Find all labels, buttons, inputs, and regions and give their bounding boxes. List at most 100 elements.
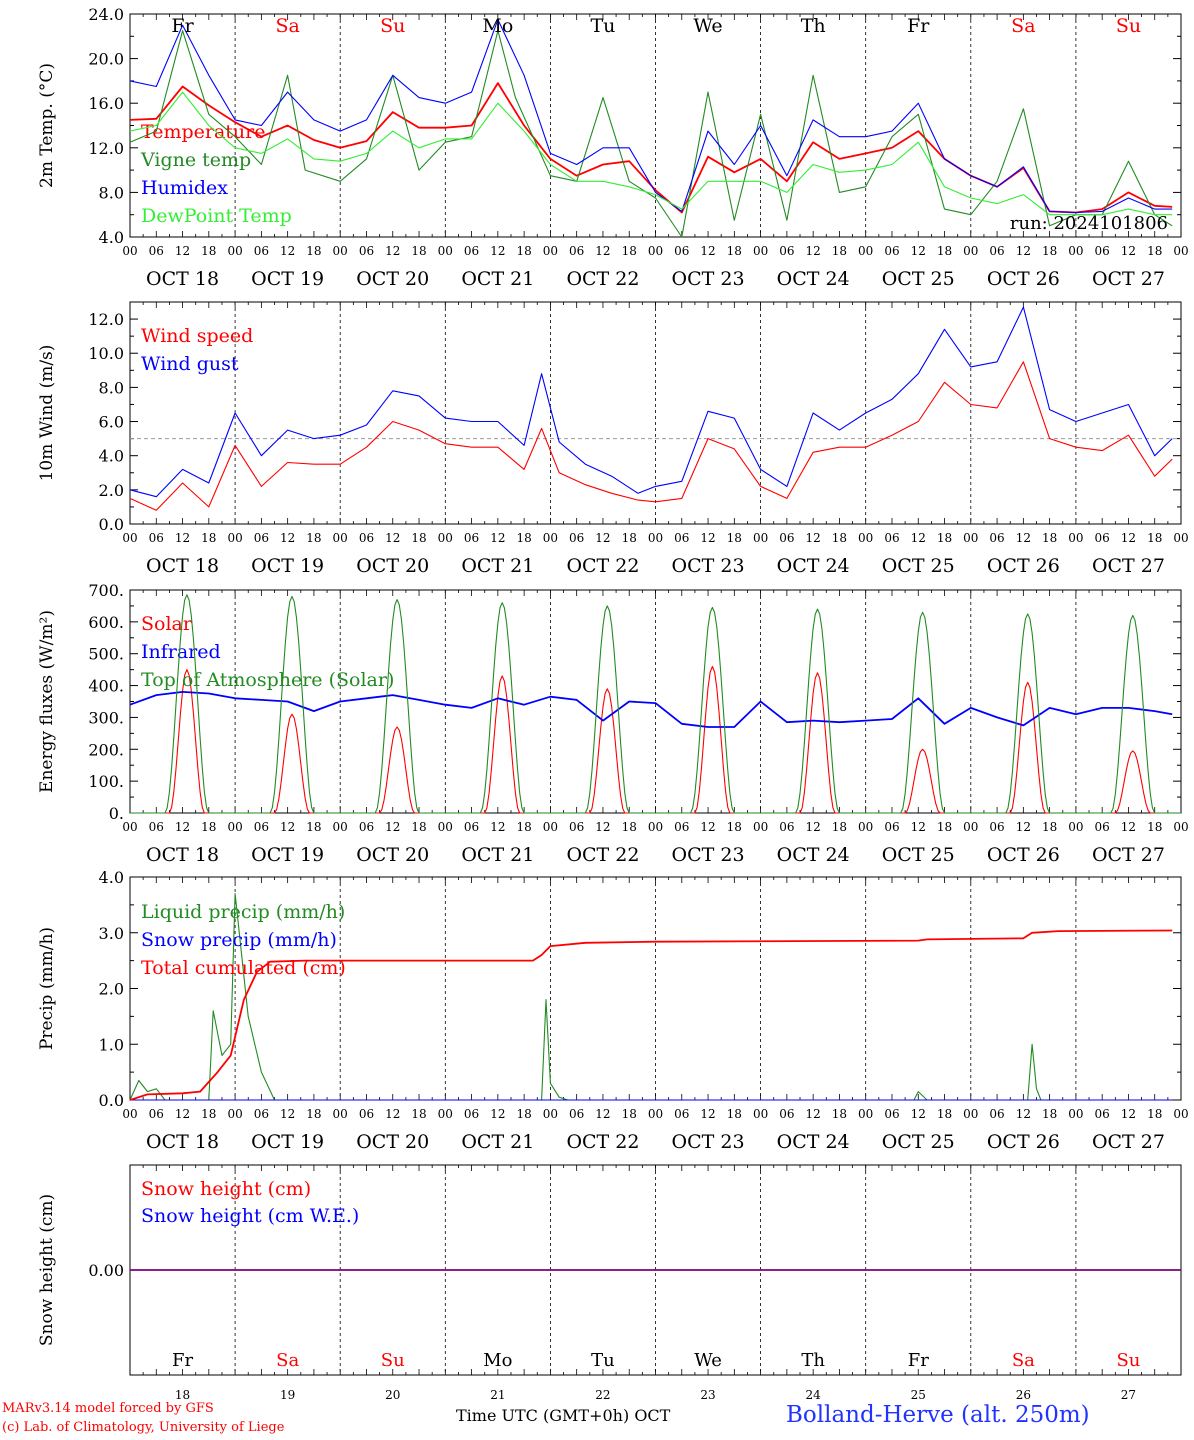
day-name: Su [1116, 15, 1141, 37]
hour-label: 00 [333, 820, 348, 834]
hour-label: 06 [989, 244, 1004, 258]
y-tick-label: 10.0 [88, 344, 124, 363]
hour-label: 12 [1016, 531, 1031, 545]
panel-2: 0.0 2.0 4.0 6.0 8.0 10.0 12.0 10m Wind (m/s) 00 0… [37, 301, 1189, 577]
hour-label: 06 [884, 531, 899, 545]
day-number: 22 [595, 1388, 610, 1402]
hour-label: 06 [779, 1107, 794, 1121]
y-tick-label: 100. [88, 772, 124, 791]
date-label: OCT 25 [882, 268, 955, 290]
hour-label: 00 [122, 244, 137, 258]
y-tick-label: 2.0 [99, 481, 124, 500]
hour-label: 18 [1147, 820, 1162, 834]
date-label: OCT 24 [777, 1131, 850, 1153]
hour-label: 18 [937, 531, 952, 545]
y-tick-label: 16.0 [88, 94, 124, 113]
hour-label: 00 [122, 531, 137, 545]
legend-entry: Snow height (cm) [141, 1178, 311, 1200]
date-label: OCT 25 [882, 555, 955, 577]
hour-label: 12 [911, 820, 926, 834]
hour-label: 06 [1095, 1107, 1110, 1121]
date-label: OCT 19 [251, 844, 324, 866]
date-label: OCT 20 [356, 844, 429, 866]
hour-label: 12 [595, 531, 610, 545]
y-tick-label: 12.0 [88, 139, 124, 158]
hour-label: 00 [753, 531, 768, 545]
hour-label: 00 [438, 1107, 453, 1121]
day-number: 24 [806, 1388, 822, 1402]
legend-entry: Top of Atmosphere (Solar) [141, 669, 394, 691]
hour-label: 12 [1016, 820, 1031, 834]
hour-label: 18 [411, 820, 426, 834]
y-tick-label: 600. [88, 613, 124, 632]
hour-label: 00 [227, 820, 242, 834]
hour-label: 18 [411, 1107, 426, 1121]
hour-label: 12 [385, 1107, 400, 1121]
panel-3: 0. 100. 200. 300. 400. 500. 600. 700. Energy flu… [37, 581, 1189, 866]
y-tick-label: 4.0 [99, 447, 124, 466]
hour-label: 12 [385, 820, 400, 834]
hour-label: 00 [858, 531, 873, 545]
day-name: Fr [907, 15, 930, 37]
legend-entry: Infrared [141, 641, 221, 663]
hour-label: 00 [858, 244, 873, 258]
hour-label: 12 [1121, 244, 1136, 258]
hour-label: 00 [1173, 1107, 1188, 1121]
hour-label: 06 [779, 244, 794, 258]
legend-entry: Total cumulated (cm) [141, 957, 346, 979]
hour-label: 00 [648, 531, 663, 545]
date-label: OCT 18 [146, 268, 219, 290]
hour-label: 18 [622, 244, 637, 258]
hour-label: 00 [1068, 1107, 1083, 1121]
footer-credit-model: MARv3.14 model forced by GFS [2, 1401, 214, 1416]
hour-label: 00 [648, 1107, 663, 1121]
hour-label: 18 [1147, 531, 1162, 545]
day-name: Sa [1011, 15, 1035, 37]
hour-label: 12 [806, 820, 821, 834]
hour-label: 00 [1068, 531, 1083, 545]
hour-label: 18 [306, 1107, 321, 1121]
hour-label: 06 [884, 1107, 899, 1121]
hour-label: 06 [359, 531, 374, 545]
hour-label: 00 [963, 531, 978, 545]
date-label: OCT 25 [882, 1131, 955, 1153]
hour-label: 00 [543, 1107, 558, 1121]
hour-label: 00 [753, 820, 768, 834]
day-name: Tu [591, 1350, 615, 1371]
hour-label: 00 [648, 244, 663, 258]
hour-label: 12 [1121, 531, 1136, 545]
hour-label: 18 [516, 244, 531, 258]
hour-label: 00 [543, 531, 558, 545]
hour-label: 12 [595, 244, 610, 258]
hour-label: 12 [175, 244, 190, 258]
series-line-3 [129, 19, 1173, 214]
hour-label: 18 [1147, 244, 1162, 258]
hour-label: 18 [727, 244, 742, 258]
hour-label: 06 [884, 244, 899, 258]
hour-label: 12 [700, 820, 715, 834]
day-name: Su [1116, 1350, 1140, 1371]
hour-label: 06 [464, 531, 479, 545]
month-label: OCT [634, 1406, 671, 1425]
hour-label: 12 [280, 531, 295, 545]
hour-label: 00 [227, 1107, 242, 1121]
hour-label: 00 [1173, 244, 1188, 258]
y-axis-label: Precip (mm/h) [37, 927, 57, 1050]
hour-label: 18 [832, 531, 847, 545]
hour-label: 06 [359, 1107, 374, 1121]
date-label: OCT 26 [987, 555, 1060, 577]
y-tick-label: 0.00 [88, 1261, 124, 1280]
station-title: Bolland-Herve (alt. 250m) [786, 1402, 1090, 1428]
y-axis-label: 2m Temp. (°C) [37, 63, 57, 188]
hour-label: 12 [1016, 1107, 1031, 1121]
time-label: Time UTC (GMT+0h) [456, 1406, 630, 1425]
legend-entry: Wind gust [141, 353, 239, 375]
hour-label: 12 [175, 531, 190, 545]
hour-label: 06 [254, 531, 269, 545]
hour-label: 00 [963, 244, 978, 258]
date-label: OCT 25 [882, 844, 955, 866]
hour-label: 00 [227, 531, 242, 545]
day-number: 21 [490, 1388, 505, 1402]
hour-label: 00 [333, 1107, 348, 1121]
date-label: OCT 26 [987, 844, 1060, 866]
